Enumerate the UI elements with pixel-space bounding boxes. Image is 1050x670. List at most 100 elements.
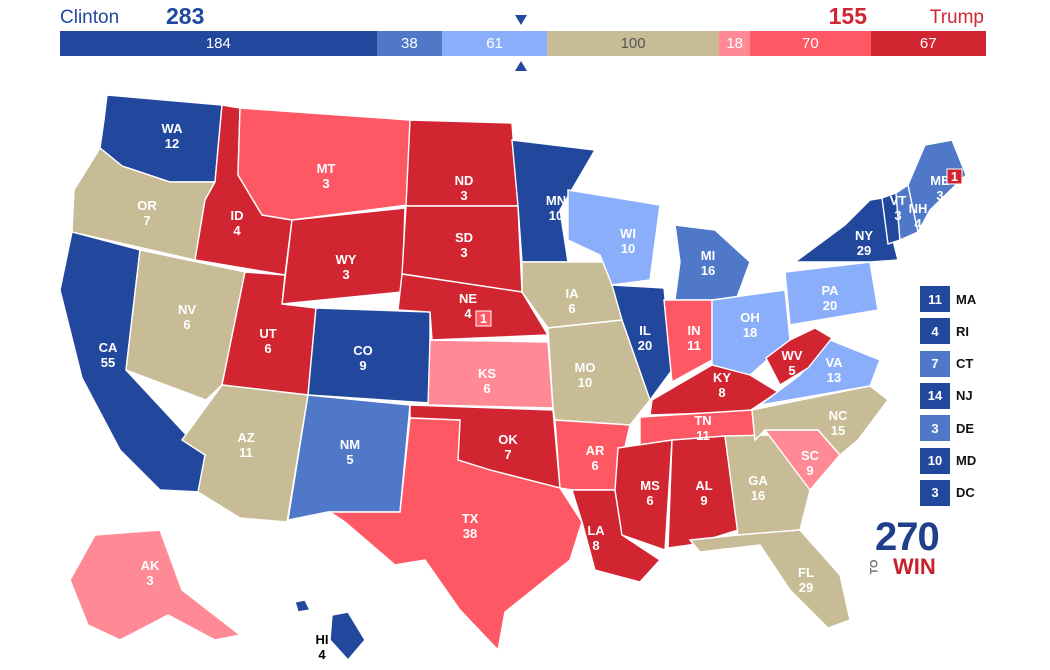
electoral-vote-bar: 184 38 61 100 18 70 67 — [60, 31, 986, 56]
district-badge-label-me: 1 — [951, 169, 958, 184]
state-ak[interactable] — [69, 529, 242, 641]
small-state-ev[interactable]: 3 — [920, 415, 950, 442]
state-fl[interactable] — [688, 529, 851, 629]
state-abbr-pa: PA — [821, 283, 839, 298]
bar-segment: 61 — [442, 31, 548, 56]
logo-number: 270 — [875, 515, 940, 559]
small-state-ev[interactable]: 7 — [920, 350, 950, 377]
state-ev-sd: 3 — [460, 245, 467, 260]
state-ev-ar: 6 — [591, 458, 598, 473]
small-state-dc[interactable]: 3 DC — [920, 479, 975, 506]
state-abbr-mt: MT — [317, 161, 336, 176]
small-state-nj[interactable]: 14 NJ — [920, 382, 973, 409]
state-ev-ca: 55 — [101, 355, 115, 370]
state-ev-hi: 4 — [318, 647, 326, 662]
state-ev-ok: 7 — [504, 447, 511, 462]
state-abbr-wv: WV — [782, 348, 803, 363]
bar-segment: 100 — [547, 31, 720, 56]
midpoint-arrow-down-icon — [515, 15, 527, 25]
state-va[interactable] — [759, 339, 881, 406]
small-state-ev[interactable]: 10 — [920, 447, 950, 474]
clinton-total: 283 — [166, 3, 205, 29]
state-il[interactable] — [611, 284, 673, 402]
state-nc[interactable] — [751, 385, 889, 456]
state-ev-mn: 10 — [549, 208, 563, 223]
state-abbr-in: IN — [688, 323, 701, 338]
state-ev-ny: 29 — [857, 243, 871, 258]
state-abbr-ms: MS — [640, 478, 660, 493]
small-state-md[interactable]: 10 MD — [920, 447, 977, 474]
state-ev-wv: 5 — [788, 363, 795, 378]
state-ev-wi: 10 — [621, 241, 635, 256]
state-ev-al: 9 — [700, 493, 707, 508]
state-pa[interactable] — [784, 261, 879, 326]
bar-segment: 18 — [719, 31, 751, 56]
state-ev-pa: 20 — [823, 298, 837, 313]
state-tx[interactable] — [327, 417, 583, 652]
state-abbr-va: VA — [825, 355, 843, 370]
small-state-ri[interactable]: 4 RI — [920, 318, 969, 345]
state-ev-il: 20 — [638, 338, 652, 353]
state-ev-ia: 6 — [568, 301, 575, 316]
state-abbr-co: CO — [353, 343, 373, 358]
state-ev-me: 3 — [936, 188, 943, 203]
logo-to: TO — [868, 559, 881, 575]
small-state-abbr: MD — [956, 453, 977, 468]
small-state-de[interactable]: 3 DE — [920, 415, 974, 442]
state-abbr-ny: NY — [855, 228, 873, 243]
small-state-abbr: MA — [956, 291, 977, 307]
trump-name: Trump — [929, 7, 984, 28]
state-ev-id: 4 — [233, 223, 241, 238]
state-ev-fl: 29 — [799, 580, 813, 595]
state-hi[interactable] — [294, 599, 366, 662]
state-ev-vt: 3 — [894, 208, 901, 223]
small-state-ev[interactable]: 11 — [920, 286, 950, 312]
state-abbr-il: IL — [639, 323, 651, 338]
state-ev-nv: 6 — [183, 317, 190, 332]
state-abbr-al: AL — [695, 478, 712, 493]
state-nv[interactable] — [125, 249, 246, 401]
state-ms[interactable] — [614, 439, 673, 551]
state-abbr-wy: WY — [336, 252, 357, 267]
state-ev-nh: 4 — [914, 216, 922, 231]
state-abbr-tn: TN — [694, 413, 711, 428]
state-abbr-nc: NC — [829, 408, 848, 423]
state-abbr-wi: WI — [620, 226, 636, 241]
state-ev-ms: 6 — [646, 493, 653, 508]
bar-segment: 184 — [60, 31, 377, 56]
state-ev-ga: 16 — [751, 488, 765, 503]
state-ev-wy: 3 — [342, 267, 349, 282]
state-me[interactable] — [907, 139, 967, 234]
state-ev-mo: 10 — [578, 375, 592, 390]
small-state-ct[interactable]: 7 CT — [920, 350, 973, 377]
clinton-name: Clinton — [60, 7, 120, 28]
small-state-ma[interactable]: 11 MA — [920, 286, 976, 312]
state-ev-or: 7 — [143, 213, 150, 228]
state-abbr-ut: UT — [259, 326, 276, 341]
trump-total: 155 — [828, 3, 867, 29]
state-ev-ak: 3 — [146, 573, 153, 588]
small-state-ev[interactable]: 3 — [920, 479, 950, 506]
state-abbr-ak: AK — [141, 558, 160, 573]
small-state-ev[interactable]: 4 — [920, 318, 950, 345]
small-state-ev[interactable]: 14 — [920, 382, 950, 409]
state-ev-tx: 38 — [463, 526, 477, 541]
state-ev-ks: 6 — [483, 381, 490, 396]
state-ev-mt: 3 — [322, 176, 329, 191]
bar-segment: 38 — [376, 31, 443, 56]
state-wv[interactable] — [765, 327, 834, 386]
district-badge-label-ne: 1 — [480, 311, 487, 326]
state-abbr-ok: OK — [498, 432, 518, 447]
state-ev-in: 11 — [687, 338, 701, 353]
state-abbr-ga: GA — [748, 473, 768, 488]
state-ev-la: 8 — [592, 538, 599, 553]
state-abbr-oh: OH — [740, 310, 760, 325]
state-abbr-ky: KY — [713, 370, 731, 385]
district-badge-me[interactable] — [946, 168, 963, 185]
state-abbr-nd: ND — [455, 173, 474, 188]
state-abbr-ks: KS — [478, 366, 496, 381]
state-ga[interactable] — [724, 434, 811, 536]
state-ev-nm: 5 — [346, 452, 353, 467]
district-badge-ne[interactable] — [475, 310, 492, 327]
